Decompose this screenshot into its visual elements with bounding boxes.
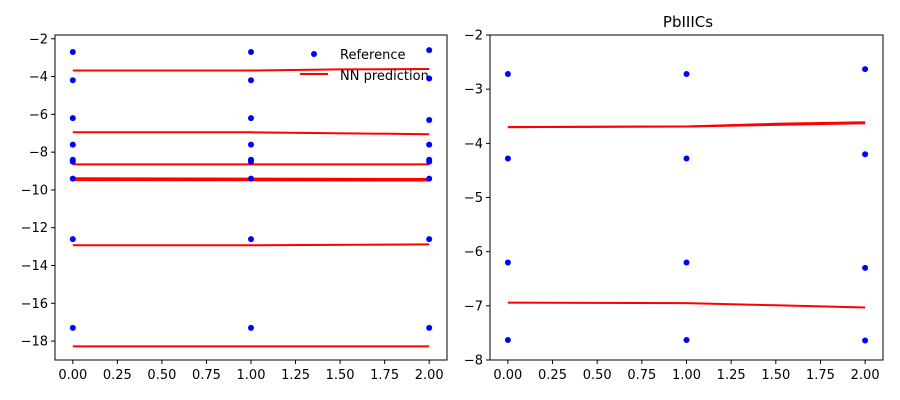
left-y-tick-label: −14 bbox=[21, 259, 48, 274]
left-nn-prediction-line-0 bbox=[72, 68, 430, 72]
left-reference-point-2 bbox=[69, 115, 76, 122]
left-y-tick-label: −4 bbox=[29, 70, 48, 85]
left-reference-point-24 bbox=[426, 175, 433, 182]
right-nn-prediction-line-1 bbox=[507, 122, 866, 129]
right-reference-point-8 bbox=[862, 66, 869, 73]
left-x-tick-label: 2.00 bbox=[415, 368, 444, 383]
right-x-tick-label: 0.75 bbox=[627, 368, 656, 383]
right-y-tick-label: −2 bbox=[464, 29, 483, 44]
left-subplot: 0.00 0.25 0.50 0.75 1.00 1.25 1.50 1.75 2.00 −18 −… bbox=[21, 32, 448, 383]
right-reference-point-2 bbox=[504, 259, 511, 266]
right-x-tick-label: 0.50 bbox=[583, 368, 612, 383]
right-x-tick-label: 0.00 bbox=[493, 368, 522, 383]
left-y-tick-label: −12 bbox=[21, 221, 48, 236]
legend: Reference NN prediction bbox=[300, 48, 429, 84]
right-x-tick-label: 1.75 bbox=[806, 368, 835, 383]
left-reference-point-5 bbox=[69, 158, 76, 165]
left-reference-point-17 bbox=[248, 324, 254, 331]
left-plot-ticks: 0.00 0.25 0.50 0.75 1.00 1.25 1.50 1.75 2.00 −18 −… bbox=[21, 32, 444, 383]
right-y-tick-label: −5 bbox=[464, 191, 483, 206]
right-reference-point-0 bbox=[504, 71, 511, 77]
left-y-tick-label: −16 bbox=[21, 297, 48, 312]
right-reference-point-11 bbox=[862, 337, 869, 344]
left-reference-point-18 bbox=[426, 47, 433, 54]
right-reference-point-9 bbox=[862, 151, 869, 158]
right-x-tick-label: 1.25 bbox=[717, 368, 746, 383]
right-x-tick-label: 1.00 bbox=[672, 368, 701, 383]
left-x-tick-label: 1.00 bbox=[237, 368, 266, 383]
left-y-tick-label: −10 bbox=[21, 183, 48, 198]
right-y-tick-label: −8 bbox=[464, 354, 483, 369]
left-reference-point-3 bbox=[69, 141, 76, 148]
left-reference-point-1 bbox=[69, 77, 76, 84]
right-reference-point-3 bbox=[504, 337, 511, 343]
left-x-tick-label: 1.50 bbox=[326, 368, 355, 383]
left-x-tick-label: 0.50 bbox=[147, 368, 176, 383]
right-x-tick-label: 1.50 bbox=[761, 368, 790, 383]
left-reference-point-16 bbox=[248, 236, 254, 243]
right-plot-ticks: 0.00 0.25 0.50 0.75 1.00 1.25 1.50 1.75 2.00 −8 −7… bbox=[464, 29, 880, 384]
left-x-tick-label: 0.75 bbox=[192, 368, 221, 383]
right-plot-title: PbIIICs bbox=[663, 13, 713, 31]
left-plot-frame bbox=[54, 34, 448, 361]
right-reference-point-1 bbox=[504, 155, 511, 162]
right-y-tick-label: −4 bbox=[464, 137, 483, 152]
left-reference-point-19 bbox=[426, 75, 433, 82]
left-x-tick-label: 1.25 bbox=[281, 368, 310, 383]
right-nn-prediction-line-2 bbox=[507, 301, 866, 309]
left-reference-point-14 bbox=[248, 158, 254, 165]
left-reference-point-12 bbox=[248, 141, 254, 148]
left-plot-marks bbox=[69, 47, 433, 348]
right-plot-marks bbox=[504, 66, 869, 344]
right-x-tick-label: 2.00 bbox=[851, 368, 880, 383]
left-reference-point-21 bbox=[426, 141, 433, 148]
right-reference-point-10 bbox=[862, 264, 869, 271]
left-x-tick-label: 0.00 bbox=[58, 368, 87, 383]
legend-nn-prediction-label: NN prediction bbox=[340, 69, 429, 84]
right-plot-frame bbox=[489, 34, 884, 361]
legend-reference-marker bbox=[311, 51, 317, 57]
left-nn-prediction-line-1 bbox=[72, 131, 430, 136]
right-y-tick-label: −6 bbox=[464, 245, 483, 260]
legend-reference-label: Reference bbox=[340, 48, 405, 63]
left-reference-point-15 bbox=[248, 175, 254, 182]
left-y-tick-label: −18 bbox=[21, 335, 48, 350]
right-y-tick-label: −3 bbox=[464, 83, 483, 98]
left-y-tick-label: −8 bbox=[29, 146, 48, 161]
right-reference-point-7 bbox=[683, 337, 690, 343]
right-y-tick-label: −7 bbox=[464, 299, 483, 314]
left-y-tick-label: −2 bbox=[29, 32, 48, 47]
right-reference-point-4 bbox=[683, 71, 690, 77]
left-reference-point-0 bbox=[69, 49, 76, 55]
left-reference-point-8 bbox=[69, 324, 76, 331]
left-reference-point-6 bbox=[69, 175, 76, 182]
left-reference-point-11 bbox=[248, 115, 254, 122]
left-reference-point-26 bbox=[426, 324, 433, 331]
left-reference-point-20 bbox=[426, 117, 433, 123]
left-x-tick-label: 1.75 bbox=[370, 368, 399, 383]
left-x-tick-label: 0.25 bbox=[103, 368, 132, 383]
left-reference-point-7 bbox=[69, 236, 76, 243]
left-reference-point-10 bbox=[248, 77, 254, 84]
left-reference-point-23 bbox=[426, 158, 433, 165]
right-subplot: PbIIICs 0.00 0.25 0.50 0.75 1.00 1.25 1.50 1.75… bbox=[464, 13, 884, 384]
right-reference-point-6 bbox=[683, 259, 690, 266]
left-reference-point-25 bbox=[426, 236, 433, 243]
right-x-tick-label: 0.25 bbox=[538, 368, 567, 383]
left-y-tick-label: −6 bbox=[29, 108, 48, 123]
left-reference-point-9 bbox=[248, 49, 254, 55]
left-nn-prediction-line-5 bbox=[72, 243, 430, 247]
right-reference-point-5 bbox=[683, 155, 690, 162]
